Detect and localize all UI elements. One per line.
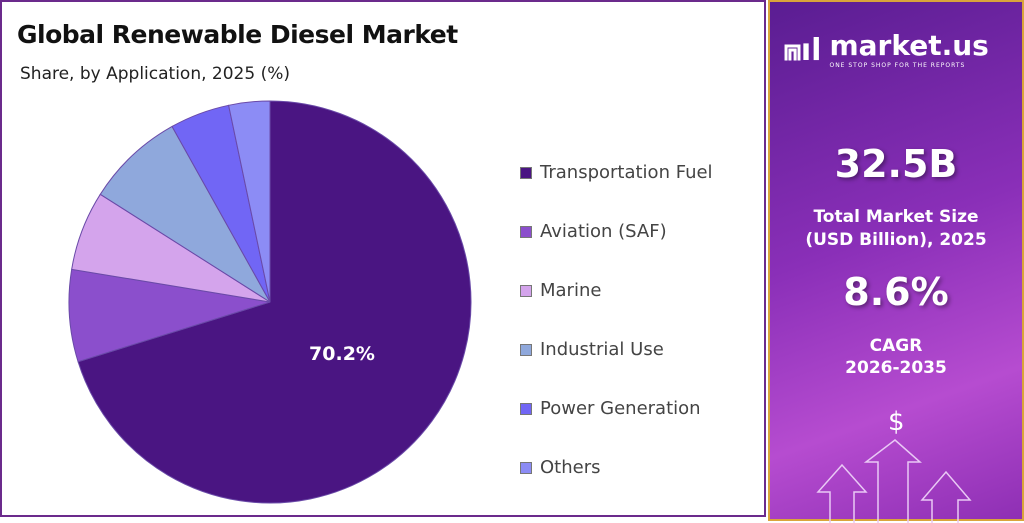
legend-swatch	[520, 166, 532, 179]
summary-panel: ⩎ıl market.us ONE STOP SHOP FOR THE REPO…	[768, 0, 1024, 523]
legend-label: Marine	[540, 280, 602, 301]
pie-slice-transportation-fuel	[77, 100, 472, 504]
legend-label: Others	[540, 457, 601, 478]
pie-slice-industrial-use	[99, 125, 271, 303]
logo-icon: ⩎ıl	[784, 33, 822, 68]
legend-swatch	[520, 225, 532, 238]
legend-label: Transportation Fuel	[540, 162, 713, 183]
legend-swatch	[520, 461, 532, 474]
pie-slice-others	[228, 100, 271, 303]
legend-item: Power Generation	[520, 379, 713, 438]
growth-arrows-icon	[816, 439, 972, 523]
legend-item: Aviation (SAF)	[520, 202, 713, 261]
legend: Transportation Fuel Aviation (SAF) Marine I…	[520, 143, 713, 497]
data-label: 70.2%	[309, 343, 375, 365]
market-size-unit: (USD Billion), 2025	[805, 230, 987, 250]
legend-label: Industrial Use	[540, 339, 664, 360]
market-size-value: 32.5B	[834, 142, 958, 186]
cagr-label: CAGR	[869, 336, 923, 356]
legend-label: Aviation (SAF)	[540, 221, 667, 242]
legend-swatch	[520, 284, 532, 297]
brand-tagline: ONE STOP SHOP FOR THE REPORTS	[829, 62, 966, 69]
legend-item: Industrial Use	[520, 320, 713, 379]
brand-logo: ⩎ıl market.us ONE STOP SHOP FOR THE REPO…	[784, 29, 989, 70]
market-size-label: Total Market Size	[813, 207, 979, 227]
pie-chart: 70.2%	[68, 100, 472, 504]
legend-swatch	[520, 402, 532, 415]
cagr-value: 8.6%	[843, 270, 949, 314]
brand-name: market.us	[829, 29, 989, 62]
chart-subtitle: Share, by Application, 2025 (%)	[20, 64, 290, 84]
legend-item: Transportation Fuel	[520, 143, 713, 202]
legend-item: Others	[520, 438, 713, 497]
cagr-period: 2026-2035	[845, 358, 947, 378]
legend-item: Marine	[520, 261, 713, 320]
legend-label: Power Generation	[540, 398, 701, 419]
chart-title: Global Renewable Diesel Market	[17, 20, 458, 49]
legend-swatch	[520, 343, 532, 356]
dollar-icon: $	[888, 407, 905, 437]
